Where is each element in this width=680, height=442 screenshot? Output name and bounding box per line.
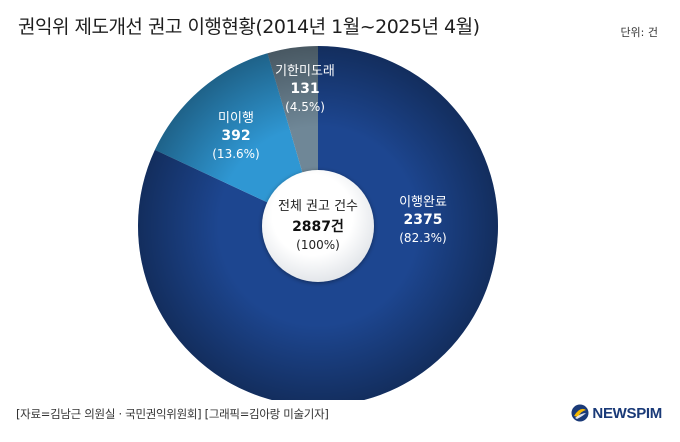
center-circle	[262, 170, 374, 282]
newspim-logo: NEWSPIM	[571, 403, 662, 423]
pie-chart: 전체 권고 건수 2887건 (100%) 이행완료 2375 (82.3%) 미이행…	[138, 46, 498, 400]
slice-label-2: 미이행	[218, 110, 254, 126]
slice-label-1: 이행완료	[399, 194, 447, 210]
source-credit: [자료=김남근 의원실 · 국민권익위원회] [그래픽=김아랑 미술기자]	[16, 407, 329, 421]
slice-percent-3: (4.5%)	[285, 100, 325, 114]
slice-percent-2: (13.6%)	[212, 147, 259, 161]
chart-title: 권익위 제도개선 권고 이행현황(2014년 1월~2025년 4월)	[18, 16, 480, 38]
center-percent: (100%)	[296, 238, 340, 252]
slice-value-2: 392	[221, 128, 250, 144]
slice-value-3: 131	[290, 81, 319, 97]
newspim-logo-icon	[571, 404, 589, 422]
unit-label: 단위: 건	[620, 26, 658, 39]
newspim-logo-text: NEWSPIM	[592, 404, 662, 422]
slice-value-1: 2375	[404, 212, 443, 228]
slice-label-3: 기한미도래	[275, 64, 335, 79]
slice-percent-1: (82.3%)	[399, 231, 446, 245]
center-title: 전체 권고 건수	[278, 199, 358, 214]
center-value: 2887건	[292, 218, 344, 235]
